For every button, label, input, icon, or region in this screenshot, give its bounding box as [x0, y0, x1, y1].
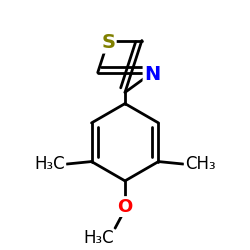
Text: N: N: [144, 65, 160, 84]
Text: H₃C: H₃C: [83, 230, 114, 248]
Text: CH₃: CH₃: [185, 155, 215, 173]
Text: S: S: [101, 33, 115, 52]
Text: O: O: [118, 198, 133, 216]
Text: H₃C: H₃C: [35, 155, 65, 173]
